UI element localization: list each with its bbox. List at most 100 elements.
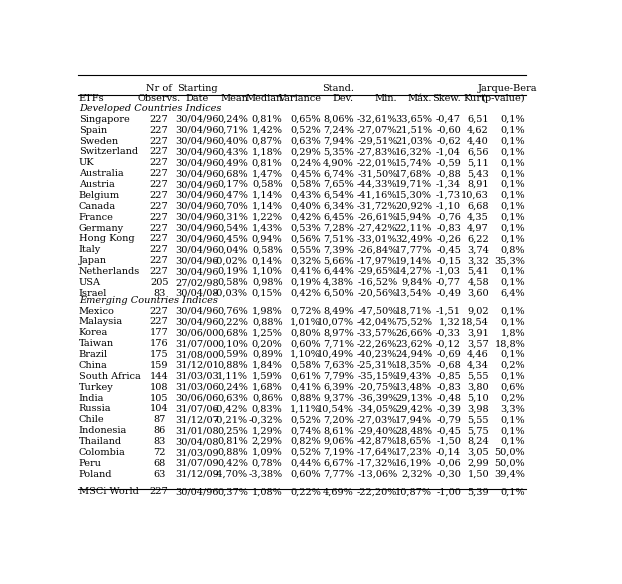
Text: -22,26%: -22,26% (357, 339, 397, 348)
Text: 3,98: 3,98 (467, 405, 489, 413)
Text: 2,32%: 2,32% (401, 470, 432, 479)
Text: 30/04/08: 30/04/08 (175, 289, 219, 298)
Text: Japan: Japan (79, 256, 107, 265)
Text: 30/04/96: 30/04/96 (175, 245, 219, 255)
Text: 16,19%: 16,19% (395, 459, 432, 468)
Text: Israel: Israel (79, 289, 107, 298)
Text: 0,82%: 0,82% (290, 437, 321, 446)
Text: 8,49%: 8,49% (323, 307, 354, 315)
Text: -36,39%: -36,39% (357, 394, 397, 402)
Text: 0,83%: 0,83% (252, 405, 282, 413)
Text: 0,52%: 0,52% (290, 126, 321, 135)
Text: 0,1%: 0,1% (501, 278, 525, 287)
Text: 0,40%: 0,40% (290, 202, 321, 211)
Text: -1,73: -1,73 (436, 191, 461, 200)
Text: -34,05%: -34,05% (357, 405, 397, 413)
Text: -0,03%: -0,03% (214, 289, 248, 298)
Text: 21,03%: 21,03% (395, 137, 432, 145)
Text: 3,3%: 3,3% (500, 405, 525, 413)
Text: 0,47%: 0,47% (217, 191, 248, 200)
Text: 9,84%: 9,84% (401, 278, 432, 287)
Text: 1,32: 1,32 (439, 318, 461, 326)
Text: Indonesia: Indonesia (79, 426, 127, 435)
Text: 3,80: 3,80 (467, 383, 489, 392)
Text: 18,71%: 18,71% (395, 307, 432, 315)
Text: 5,66%: 5,66% (323, 256, 354, 265)
Text: Canada: Canada (79, 202, 116, 211)
Text: Date: Date (186, 93, 209, 103)
Text: -35,15%: -35,15% (357, 372, 397, 381)
Text: -0,39: -0,39 (436, 405, 461, 413)
Text: 24,94%: 24,94% (395, 350, 432, 359)
Text: -47,50%: -47,50% (357, 307, 397, 315)
Text: 0,89%: 0,89% (252, 350, 282, 359)
Text: 1,01%: 1,01% (290, 318, 321, 326)
Text: 3,91: 3,91 (467, 328, 489, 338)
Text: 7,94%: 7,94% (323, 137, 354, 145)
Text: 0,68%: 0,68% (217, 169, 248, 178)
Text: 0,1%: 0,1% (501, 115, 525, 124)
Text: Spain: Spain (79, 126, 107, 135)
Text: Stand.: Stand. (323, 84, 355, 93)
Text: -0,83: -0,83 (436, 383, 461, 392)
Text: 33,65%: 33,65% (395, 115, 432, 124)
Text: Turkey: Turkey (79, 383, 113, 392)
Text: 1,22%: 1,22% (252, 213, 282, 222)
Text: 0,63%: 0,63% (217, 394, 248, 402)
Text: 30/04/96: 30/04/96 (175, 202, 219, 211)
Text: 1,84%: 1,84% (252, 361, 282, 370)
Text: 3,57: 3,57 (467, 339, 489, 348)
Text: -29,65%: -29,65% (357, 267, 397, 276)
Text: 4,35: 4,35 (467, 213, 489, 222)
Text: Singapore: Singapore (79, 115, 129, 124)
Text: 31/07/00: 31/07/00 (175, 339, 219, 348)
Text: 9,02: 9,02 (467, 307, 489, 315)
Text: Switzerland: Switzerland (79, 147, 138, 157)
Text: -22,20%: -22,20% (357, 488, 397, 496)
Text: -0,30: -0,30 (436, 470, 461, 479)
Text: 31/01/08: 31/01/08 (175, 426, 219, 435)
Text: -0,49: -0,49 (436, 289, 461, 298)
Text: 31/12/09: 31/12/09 (175, 470, 219, 479)
Text: 4,40: 4,40 (467, 137, 489, 145)
Text: 4,97: 4,97 (467, 224, 489, 232)
Text: 1,11%: 1,11% (217, 372, 248, 381)
Text: 8,91: 8,91 (467, 180, 489, 189)
Text: 205: 205 (150, 278, 169, 287)
Text: 30/04/96: 30/04/96 (175, 318, 219, 326)
Text: 15,94%: 15,94% (395, 213, 432, 222)
Text: -41,16%: -41,16% (357, 191, 397, 200)
Text: 0,81%: 0,81% (217, 437, 248, 446)
Text: 86: 86 (153, 426, 165, 435)
Text: 19,14%: 19,14% (395, 256, 432, 265)
Text: 7,65%: 7,65% (323, 180, 354, 189)
Text: 30/04/96: 30/04/96 (175, 488, 219, 496)
Text: 0,1%: 0,1% (501, 213, 525, 222)
Text: -3,38%: -3,38% (249, 470, 282, 479)
Text: 1,29%: 1,29% (252, 426, 282, 435)
Text: 1,11%: 1,11% (290, 405, 321, 413)
Text: -4,70%: -4,70% (214, 470, 248, 479)
Text: -29,51%: -29,51% (357, 137, 397, 145)
Text: 0,1%: 0,1% (501, 307, 525, 315)
Text: -27,03%: -27,03% (357, 415, 397, 425)
Text: -0,60: -0,60 (436, 126, 461, 135)
Text: 10,07%: 10,07% (317, 318, 354, 326)
Text: -17,97%: -17,97% (357, 256, 397, 265)
Text: 2,29%: 2,29% (252, 437, 282, 446)
Text: -0,48: -0,48 (436, 394, 461, 402)
Text: 227: 227 (150, 202, 169, 211)
Text: -17,32%: -17,32% (357, 459, 397, 468)
Text: Jarque-Bera: Jarque-Bera (478, 84, 538, 93)
Text: 0,56%: 0,56% (290, 235, 321, 244)
Text: 5,43: 5,43 (467, 169, 489, 178)
Text: 5,41: 5,41 (467, 267, 489, 276)
Text: 0,61%: 0,61% (290, 372, 321, 381)
Text: 0,45%: 0,45% (290, 169, 321, 178)
Text: 0,19%: 0,19% (217, 267, 248, 276)
Text: ETFs: ETFs (79, 93, 104, 103)
Text: UK: UK (79, 158, 95, 168)
Text: 6,74%: 6,74% (323, 169, 354, 178)
Text: 0,52%: 0,52% (290, 448, 321, 457)
Text: 0,78%: 0,78% (252, 459, 282, 468)
